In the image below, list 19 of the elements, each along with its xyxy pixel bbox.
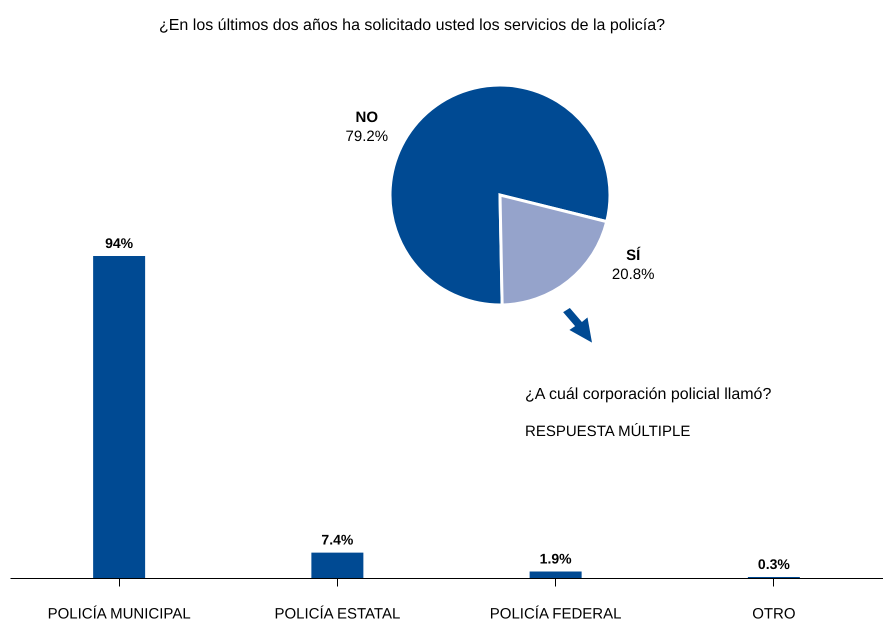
- x-tick-label: POLICÍA ESTATAL: [274, 604, 400, 622]
- bar: [93, 256, 146, 578]
- data-label: 0.3%: [758, 556, 790, 572]
- pie-slice: [388, 84, 612, 305]
- x-tick-label: OTRO: [752, 606, 796, 622]
- x-tick-label: POLICÍA FEDERAL: [490, 604, 622, 622]
- slice-label: NO: [356, 109, 378, 126]
- data-label: 7.4%: [321, 532, 354, 548]
- text: ¿A cuál corporación policial llamó?: [525, 386, 772, 403]
- data-label: 79.2%: [346, 128, 388, 146]
- data-label: 20.8%: [612, 266, 654, 283]
- data-label: 94%: [105, 235, 134, 251]
- bar: [530, 571, 582, 578]
- chart-title: ¿En los últimos dos años ha solicitado usted los servicios de la policía?: [158, 17, 666, 34]
- slice-label: SÍ: [626, 246, 642, 264]
- text: RESPUESTA MÚLTIPLE: [525, 422, 690, 440]
- x-tick-label: POLICÍA MUNICIPAL: [48, 604, 191, 622]
- data-label: 1.9%: [540, 550, 572, 566]
- bar: [311, 552, 364, 578]
